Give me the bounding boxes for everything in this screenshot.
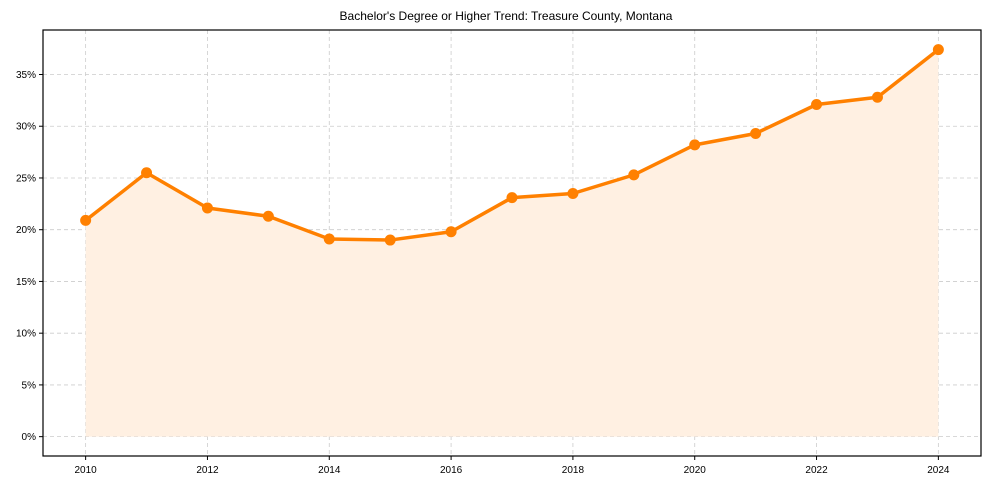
x-tick-label: 2016 [440,465,463,476]
x-axis: 2010 2012 2014 2016 2018 2020 2022 2024 [75,456,950,476]
x-tick-label: 2014 [318,465,341,476]
data-point-marker [506,192,518,204]
data-point-marker [384,234,396,246]
data-point-marker [811,99,823,111]
data-point-marker [201,202,213,214]
x-tick-label: 2024 [927,465,950,476]
data-point-marker [323,233,335,245]
data-point-marker [750,127,762,139]
data-point-marker [567,187,579,199]
x-tick-label: 2010 [75,465,98,476]
plot-frame [42,29,982,457]
y-tick-label: 20% [16,225,36,236]
y-tick-label: 35% [16,70,36,81]
y-tick-label: 30% [16,122,36,133]
data-point-marker [628,169,640,181]
x-tick-label: 2018 [562,465,585,476]
area-fill [85,49,939,437]
y-axis: 0% 5% 10% 15% 20% 25% 30% 35% [16,70,43,443]
y-tick-label: 5% [22,380,37,391]
data-points [80,44,944,246]
y-tick-label: 15% [16,277,36,288]
data-point-marker [689,139,701,151]
x-tick-label: 2022 [805,465,828,476]
data-point-marker [262,210,274,222]
y-tick-label: 0% [22,432,37,443]
data-point-marker [871,91,883,103]
data-point-marker [141,167,153,179]
x-tick-label: 2012 [196,465,219,476]
data-point-marker [80,214,92,226]
data-point-marker [932,44,944,56]
chart-title: Bachelor's Degree or Higher Trend: Treas… [340,9,673,23]
x-tick-label: 2020 [684,465,707,476]
y-tick-label: 25% [16,173,36,184]
y-tick-label: 10% [16,329,36,340]
data-point-marker [445,226,457,238]
